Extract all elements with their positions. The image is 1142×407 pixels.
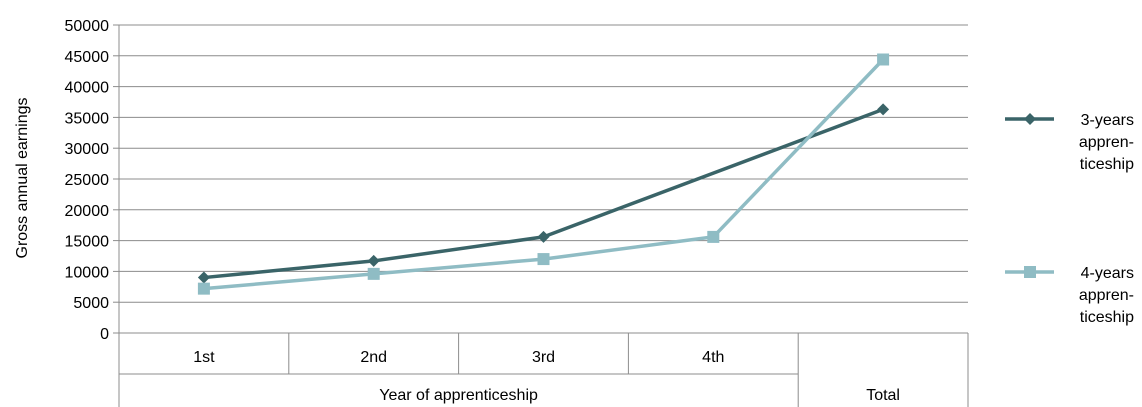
y-tick-label: 45000 — [65, 49, 110, 66]
data-point — [368, 268, 380, 280]
gridlines — [119, 25, 968, 333]
x-group-label: Year of apprenticeship — [379, 387, 538, 404]
y-tick-label: 0 — [100, 326, 109, 343]
x-tick-label: 3rd — [532, 349, 555, 366]
data-point — [198, 272, 210, 284]
legend-label: 3-years — [1081, 112, 1134, 129]
y-axis-ticks: 0 5000 10000 15000 20000 25000 30000 35000 40000… — [65, 18, 120, 343]
x-axis: 1st 2nd 3rd 4th Year of apprenticeship Total — [119, 25, 968, 407]
y-tick-label: 50000 — [65, 18, 110, 35]
y-tick-label: 5000 — [73, 295, 109, 312]
y-tick-label: 35000 — [65, 110, 110, 127]
series-line — [204, 109, 883, 277]
series-2 — [198, 53, 889, 294]
y-tick-label: 15000 — [65, 234, 110, 251]
y-tick-label: 20000 — [65, 203, 110, 220]
x-tick-label: 1st — [193, 349, 215, 366]
data-point — [198, 283, 210, 295]
legend-marker — [1024, 266, 1036, 278]
x-tick-label: 4th — [702, 349, 724, 366]
data-point — [707, 231, 719, 243]
x-group-label: Total — [866, 387, 900, 404]
legend-label: appren- — [1079, 134, 1134, 151]
series-layer — [198, 53, 889, 294]
legend-label: ticeship — [1080, 156, 1134, 173]
legend-label: ticeship — [1080, 309, 1134, 326]
data-point — [877, 103, 889, 115]
data-point — [877, 53, 889, 65]
y-tick-label: 40000 — [65, 80, 110, 97]
data-point — [538, 253, 550, 265]
y-tick-label: 10000 — [65, 264, 110, 281]
legend-item: 4-years appren-ticeship — [1005, 265, 1134, 326]
data-point — [538, 231, 550, 243]
data-point — [368, 255, 380, 267]
y-tick-label: 25000 — [65, 172, 110, 189]
legend-label: 4-years — [1081, 265, 1134, 282]
y-axis-title: Gross annual earnings — [14, 98, 31, 259]
x-tick-label: 2nd — [360, 349, 387, 366]
legend-item: 3-years appren-ticeship — [1005, 112, 1134, 173]
y-tick-label: 30000 — [65, 141, 110, 158]
legend: 3-years appren-ticeship 4-years appren-tice… — [1005, 112, 1134, 326]
legend-marker — [1024, 113, 1036, 125]
legend-label: appren- — [1079, 287, 1134, 304]
